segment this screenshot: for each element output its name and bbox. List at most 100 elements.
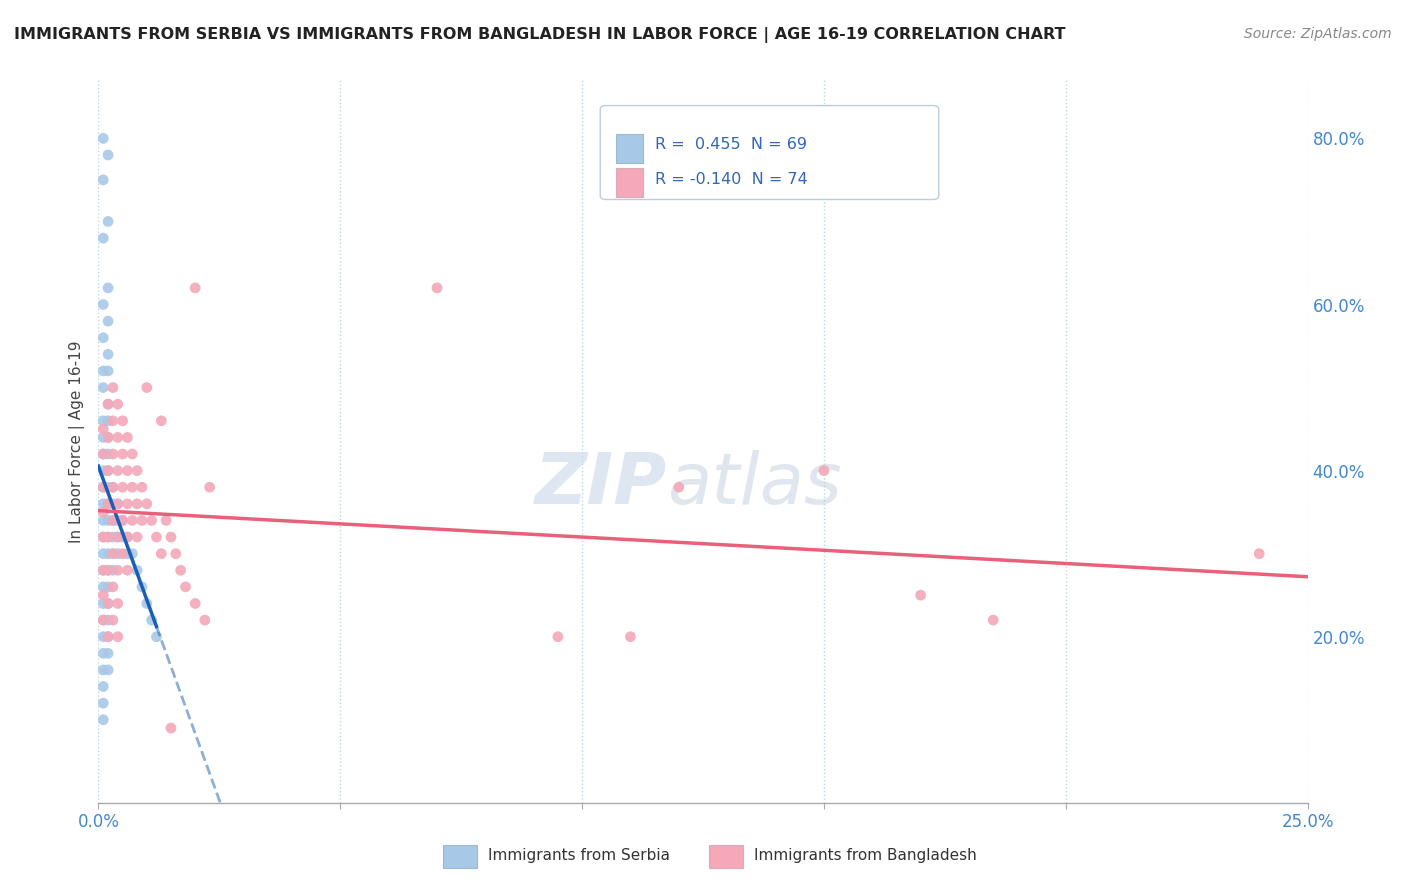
Point xyxy=(91,530,114,544)
Point xyxy=(547,630,569,644)
Point xyxy=(127,497,149,511)
Point xyxy=(97,314,120,328)
Point xyxy=(97,613,120,627)
Point xyxy=(101,497,124,511)
Point xyxy=(111,447,134,461)
Point xyxy=(1249,547,1271,561)
Point xyxy=(107,497,129,511)
Point xyxy=(117,530,139,544)
Bar xyxy=(616,169,643,197)
Text: R = -0.140  N = 74: R = -0.140 N = 74 xyxy=(655,171,807,186)
Point xyxy=(97,646,120,660)
Point xyxy=(91,547,114,561)
Point xyxy=(184,597,207,611)
Point xyxy=(121,547,143,561)
Point xyxy=(97,430,120,444)
Point xyxy=(111,530,134,544)
Point xyxy=(169,563,191,577)
Point xyxy=(91,480,114,494)
Point xyxy=(91,497,114,511)
Point xyxy=(150,547,173,561)
Point xyxy=(97,530,120,544)
Point xyxy=(101,414,124,428)
Point xyxy=(141,513,163,527)
Point xyxy=(981,613,1004,627)
Point xyxy=(97,464,120,478)
Point xyxy=(117,430,139,444)
Point xyxy=(101,530,124,544)
Point xyxy=(101,513,124,527)
Point xyxy=(111,547,134,561)
Point xyxy=(107,630,129,644)
Point xyxy=(107,530,129,544)
Point xyxy=(135,497,157,511)
Point xyxy=(107,497,129,511)
Point xyxy=(127,530,149,544)
FancyBboxPatch shape xyxy=(600,105,939,200)
Point xyxy=(107,430,129,444)
Point xyxy=(91,663,114,677)
Text: Immigrants from Bangladesh: Immigrants from Bangladesh xyxy=(754,848,977,863)
Point xyxy=(135,597,157,611)
Point xyxy=(121,447,143,461)
Point xyxy=(174,580,197,594)
Point xyxy=(107,397,129,411)
Point xyxy=(91,131,114,145)
Text: Source: ZipAtlas.com: Source: ZipAtlas.com xyxy=(1244,27,1392,41)
Point xyxy=(91,597,114,611)
Point xyxy=(97,547,120,561)
Point xyxy=(107,563,129,577)
Point xyxy=(111,414,134,428)
Point xyxy=(101,513,124,527)
Point xyxy=(127,464,149,478)
Point xyxy=(97,530,120,544)
Point xyxy=(97,597,120,611)
Point xyxy=(97,630,120,644)
Point xyxy=(101,380,124,394)
Point xyxy=(97,430,120,444)
Point xyxy=(127,563,149,577)
Point xyxy=(91,173,114,187)
Point xyxy=(117,547,139,561)
Point xyxy=(97,214,120,228)
Point xyxy=(131,480,153,494)
Point xyxy=(131,580,153,594)
Y-axis label: In Labor Force | Age 16-19: In Labor Force | Age 16-19 xyxy=(69,340,84,543)
Point xyxy=(97,281,120,295)
Point xyxy=(97,480,120,494)
Point xyxy=(97,148,120,162)
Point xyxy=(97,630,120,644)
Point xyxy=(97,580,120,594)
Point xyxy=(91,505,114,519)
Point xyxy=(160,721,183,735)
Point xyxy=(160,530,183,544)
Point xyxy=(101,563,124,577)
Point xyxy=(141,613,163,627)
Point xyxy=(91,713,114,727)
Point xyxy=(135,380,157,394)
Point xyxy=(91,464,114,478)
Point xyxy=(145,530,167,544)
Point xyxy=(101,447,124,461)
Point xyxy=(101,547,124,561)
Point xyxy=(91,530,114,544)
Point xyxy=(91,680,114,694)
Point xyxy=(91,588,114,602)
Point xyxy=(97,414,120,428)
Bar xyxy=(616,134,643,162)
Point xyxy=(121,513,143,527)
Point xyxy=(91,231,114,245)
Text: Immigrants from Serbia: Immigrants from Serbia xyxy=(488,848,669,863)
Point xyxy=(97,597,120,611)
Point xyxy=(101,613,124,627)
Text: ZIP: ZIP xyxy=(534,450,666,519)
Point xyxy=(91,563,114,577)
Point xyxy=(91,613,114,627)
Point xyxy=(184,281,207,295)
Point xyxy=(426,281,449,295)
Point xyxy=(97,397,120,411)
Point xyxy=(97,397,120,411)
Point xyxy=(91,380,114,394)
Point xyxy=(107,464,129,478)
Point xyxy=(107,513,129,527)
